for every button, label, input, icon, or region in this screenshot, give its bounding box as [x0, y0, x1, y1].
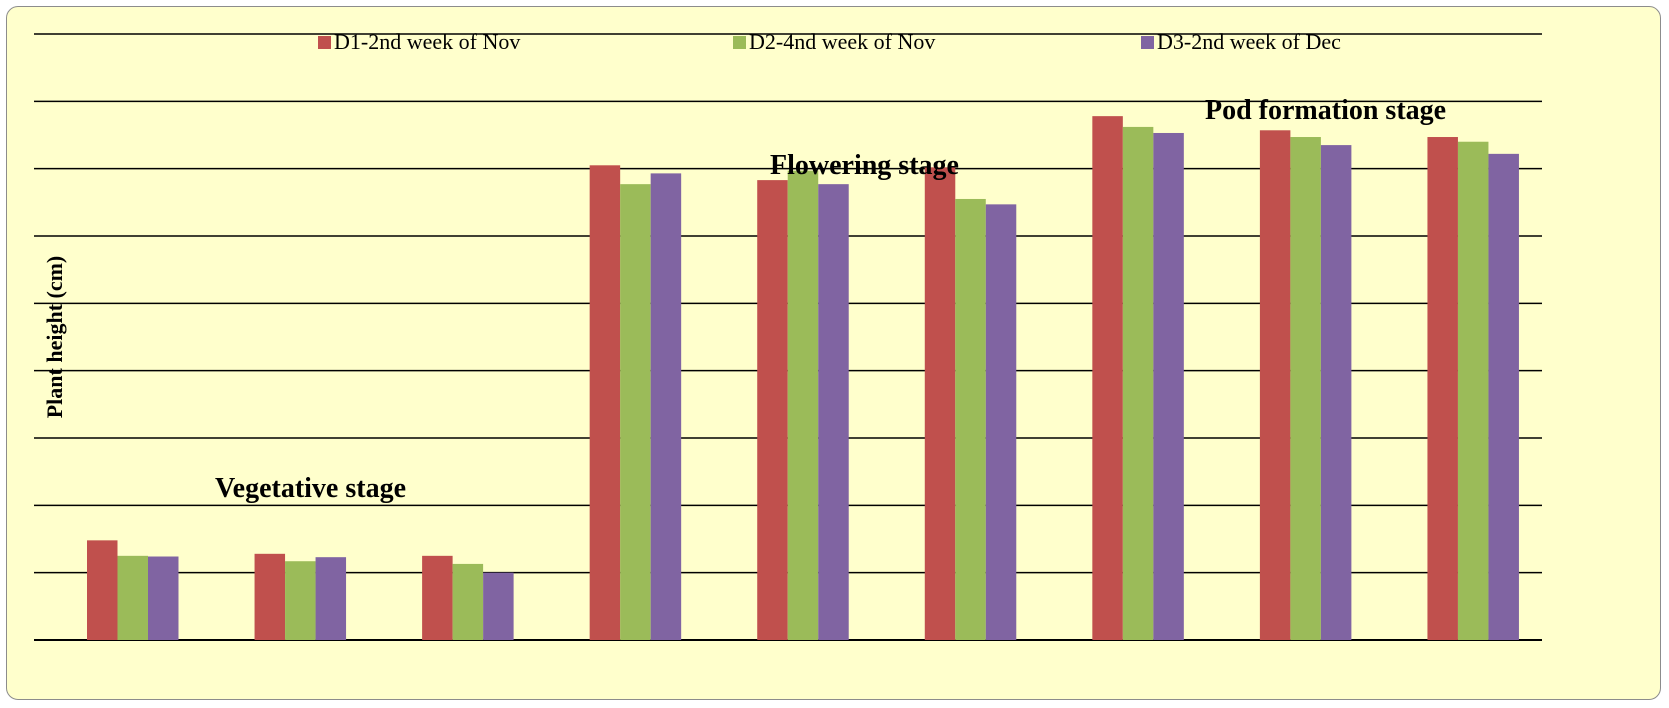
bar-series-3-group-3 — [483, 572, 514, 640]
bar-series-2-group-9 — [1457, 141, 1489, 640]
legend-swatch-d2 — [733, 36, 746, 49]
bar-series-1-group-5 — [757, 180, 788, 640]
bar-series-3-group-7 — [1153, 132, 1184, 640]
bar-series-3-group-2 — [315, 557, 347, 640]
bar-series-1-group-4 — [589, 165, 621, 641]
bar-series-2-group-8 — [1290, 137, 1321, 640]
bar-series-1-group-8 — [1259, 130, 1291, 640]
legend-swatch-d1 — [318, 36, 331, 49]
bar-series-1-group-3 — [422, 555, 453, 640]
bar-series-3-group-5 — [818, 184, 849, 641]
bar-series-3-group-6 — [985, 204, 1017, 640]
bar-series-1-group-1 — [87, 540, 118, 640]
annotation-vegetative-stage: Vegetative stage — [215, 473, 406, 504]
bar-series-2-group-2 — [285, 561, 316, 640]
legend-swatch-d3 — [1141, 36, 1154, 49]
bar-series-1-group-9 — [1427, 137, 1458, 640]
annotation-flowering-stage: Flowering stage — [770, 150, 959, 181]
bar-series-2-group-6 — [955, 198, 986, 640]
chart-canvas: D1-2nd week of Nov D2-4nd week of Nov D3… — [34, 29, 1542, 641]
legend-label-d2: D2-4nd week of Nov — [749, 29, 935, 54]
bar-series-3-group-9 — [1488, 153, 1519, 640]
bar-series-1-group-6 — [924, 167, 956, 640]
bar-series-2-group-7 — [1122, 126, 1154, 641]
bar-series-2-group-4 — [620, 184, 651, 641]
bar-series-1-group-2 — [254, 553, 286, 640]
legend: D1-2nd week of Nov D2-4nd week of Nov D3… — [318, 29, 1341, 54]
legend-label-d3: D3-2nd week of Dec — [1157, 29, 1341, 54]
bar-series-3-group-8 — [1320, 145, 1352, 640]
bars — [87, 116, 1519, 641]
bar-series-2-group-5 — [787, 170, 819, 641]
bar-series-3-group-4 — [650, 173, 682, 640]
annotation-pod-formation-stage: Pod formation stage — [1205, 95, 1446, 126]
bar-series-2-group-3 — [452, 563, 484, 640]
bar-series-2-group-1 — [117, 555, 148, 640]
chart-area: D1-2nd week of Nov D2-4nd week of Nov D3… — [6, 6, 1661, 700]
legend-label-d1: D1-2nd week of Nov — [334, 29, 520, 54]
y-axis-label: Plant height (cm) — [42, 256, 67, 419]
bar-series-1-group-7 — [1092, 116, 1123, 640]
bar-series-3-group-1 — [148, 556, 179, 640]
